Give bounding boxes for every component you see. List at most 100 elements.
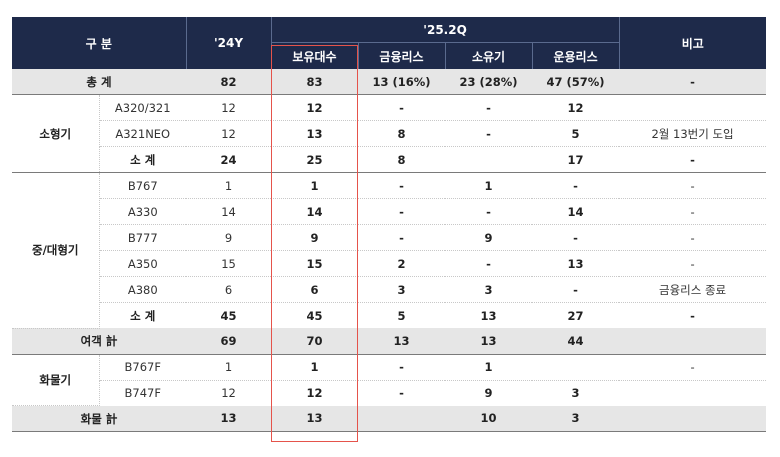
owned-cell: 1 <box>271 353 359 381</box>
total-owned: 83 <box>271 69 359 95</box>
table-row: A330 14 14 - - 14 - <box>12 198 767 225</box>
owned-aircraft-cell: - <box>445 94 533 121</box>
operating-lease-cell: - <box>532 276 620 303</box>
subtotal-row: 소 계 45 45 5 13 27 - <box>12 303 766 329</box>
owned-aircraft-cell: 1 <box>445 172 533 199</box>
total-row: 총 계 82 83 13 (16%) 23 (28%) 47 (57%) - <box>12 69 767 95</box>
y24-cell: 12 <box>221 386 236 400</box>
header-25-2q: '25.2Q <box>271 17 620 43</box>
header-owned: 보유대수 <box>271 42 359 69</box>
header-finance-lease: 금융리스 <box>358 42 446 69</box>
table-row: B777 9 9 - 9 - - <box>12 224 767 251</box>
y24-cell: 15 <box>186 250 272 277</box>
note-cell <box>619 328 767 354</box>
table-row: B747F 12 12 - 9 3 <box>12 380 766 406</box>
note-cell <box>619 405 767 432</box>
finance-lease-cell: 5 <box>397 308 406 323</box>
note-cell: - <box>690 152 695 167</box>
header-owned-aircraft: 소유기 <box>445 42 533 69</box>
owned-aircraft-cell: - <box>445 198 533 225</box>
note-cell: - <box>619 353 767 381</box>
group-small: 소형기 <box>12 94 100 173</box>
owned-cell: 12 <box>306 386 323 400</box>
subtotal-label: 소 계 <box>130 152 156 167</box>
operating-lease-cell: 3 <box>571 386 580 400</box>
operating-lease-cell: 17 <box>567 152 584 167</box>
owned-cell: 15 <box>271 250 359 277</box>
finance-lease-cell: - <box>399 386 404 400</box>
operating-lease-cell: - <box>532 224 620 251</box>
owned-aircraft-cell: 10 <box>445 405 533 432</box>
note-cell: - <box>690 308 695 323</box>
table-row: 화물기 B767F 1 1 - 1 - <box>12 353 767 406</box>
finance-lease-cell: - <box>358 94 446 121</box>
operating-lease-cell: 44 <box>532 328 620 354</box>
model-cell: A380 <box>99 276 187 303</box>
note-cell: 2월 13번기 도입 <box>619 120 767 147</box>
y24-cell: 45 <box>220 308 237 323</box>
cargo-total-label: 화물 計 <box>12 405 187 432</box>
total-owned-aircraft: 23 (28%) <box>445 69 533 95</box>
model-cell: A321NEO <box>99 120 187 147</box>
finance-lease-cell: - <box>358 224 446 251</box>
table-row: 소형기 A320/321 12 12 - - 12 <box>12 94 767 173</box>
owned-cell: 9 <box>271 224 359 251</box>
finance-lease-cell <box>358 405 446 432</box>
model-cell: B747F <box>124 386 161 400</box>
model-cell: A350 <box>99 250 187 277</box>
finance-lease-cell: - <box>358 198 446 225</box>
header-24y: '24Y <box>186 17 272 69</box>
operating-lease-cell: 13 <box>532 250 620 277</box>
passenger-total-row: 여객 計 69 70 13 13 44 <box>12 328 767 354</box>
total-24y: 82 <box>186 69 272 95</box>
note-cell: - <box>619 198 767 225</box>
operating-lease-cell: 3 <box>532 405 620 432</box>
y24-cell: 12 <box>186 94 272 121</box>
note-cell <box>619 94 767 121</box>
operating-lease-cell: 14 <box>532 198 620 225</box>
group-cargo: 화물기 <box>12 353 100 406</box>
owned-cell: 25 <box>306 152 323 167</box>
operating-lease-cell: - <box>532 172 620 199</box>
table-row: A380 6 6 3 3 - 금융리스 종료 <box>12 276 767 303</box>
finance-lease-cell: 8 <box>397 152 406 167</box>
total-note: - <box>619 69 767 95</box>
header-operating-lease: 운용리스 <box>532 42 620 69</box>
total-label: 총 계 <box>12 69 187 95</box>
note-cell: - <box>619 250 767 277</box>
owned-aircraft-cell: 9 <box>484 386 493 400</box>
note-cell: - <box>619 172 767 199</box>
subtotal-label: 소 계 <box>130 308 156 323</box>
owned-cell: 1 <box>271 172 359 199</box>
owned-cell: 13 <box>271 405 359 432</box>
y24-cell: 1 <box>186 353 272 381</box>
model-cell: B767 <box>99 172 187 199</box>
y24-cell: 69 <box>186 328 272 354</box>
owned-aircraft-cell: 1 <box>445 353 533 381</box>
owned-aircraft-cell: 3 <box>445 276 533 303</box>
total-finance-lease: 13 (16%) <box>358 69 446 95</box>
model-cell: B777 <box>99 224 187 251</box>
model-cell: A320/321 <box>99 94 187 121</box>
owned-aircraft-cell: - <box>445 250 533 277</box>
finance-lease-cell: 3 <box>358 276 446 303</box>
subtotal-row: 소 계 24 25 8 17 - <box>12 147 766 173</box>
owned-cell: 45 <box>306 308 323 323</box>
y24-cell: 13 <box>186 405 272 432</box>
y24-cell: 9 <box>186 224 272 251</box>
owned-aircraft-cell: 13 <box>445 328 533 354</box>
y24-cell: 1 <box>186 172 272 199</box>
note-cell: - <box>619 224 767 251</box>
operating-lease-cell: 5 <box>532 120 620 147</box>
owned-aircraft-cell: 9 <box>445 224 533 251</box>
passenger-total-label: 여객 計 <box>12 328 187 354</box>
owned-aircraft-cell: - <box>445 120 533 147</box>
owned-aircraft-cell <box>445 147 532 173</box>
finance-lease-cell: 2 <box>358 250 446 277</box>
y24-cell: 14 <box>186 198 272 225</box>
model-cell: B767F <box>99 353 187 381</box>
group-large: 중/대형기 <box>12 172 100 329</box>
owned-cell: 12 <box>271 94 359 121</box>
operating-lease-cell: 27 <box>567 308 584 323</box>
